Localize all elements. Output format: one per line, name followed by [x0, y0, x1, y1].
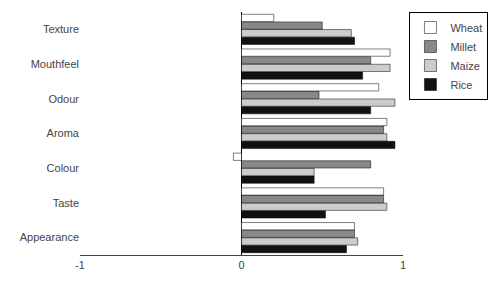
svg-text:0: 0: [238, 259, 244, 271]
svg-text:Aroma: Aroma: [47, 127, 80, 139]
svg-text:Maize: Maize: [450, 60, 479, 72]
svg-text:1: 1: [400, 259, 406, 271]
svg-text:Wheat: Wheat: [450, 22, 482, 34]
svg-text:Millet: Millet: [450, 41, 476, 53]
svg-text:Texture: Texture: [43, 23, 79, 35]
svg-text:Colour: Colour: [47, 162, 80, 174]
svg-text:Taste: Taste: [53, 197, 79, 209]
svg-text:-1: -1: [75, 259, 85, 271]
svg-text:Appearance: Appearance: [20, 231, 79, 243]
svg-text:Odour: Odour: [48, 93, 79, 105]
svg-text:Rice: Rice: [450, 79, 472, 91]
svg-text:Mouthfeel: Mouthfeel: [31, 58, 79, 70]
